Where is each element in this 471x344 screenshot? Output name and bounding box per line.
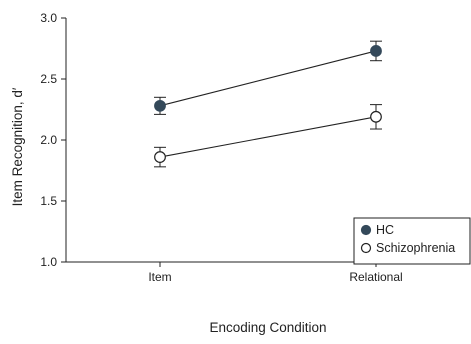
data-point-schizophrenia xyxy=(154,151,166,163)
legend-marker-schizophrenia xyxy=(360,242,372,254)
chart-axes: 1.0 1.5 2.0 2.5 3.0 Item Relational xyxy=(40,11,468,284)
data-point-hc xyxy=(370,45,382,57)
series-schizophrenia xyxy=(154,104,382,168)
y-axis-title: Item Recognition, d′ xyxy=(10,87,25,206)
y-tick-label: 1.5 xyxy=(40,194,57,208)
series-line-schizophrenia xyxy=(159,116,377,158)
chart-marks xyxy=(154,40,382,168)
legend-box xyxy=(353,217,471,265)
x-axis-title: Encoding Condition xyxy=(209,320,326,335)
legend-label-hc: HC xyxy=(376,223,394,237)
y-tick-label: 3.0 xyxy=(40,11,57,25)
y-tick-label: 1.0 xyxy=(40,255,57,269)
legend-marker-hc xyxy=(360,224,372,236)
x-tick-label: Relational xyxy=(349,270,402,284)
series-hc xyxy=(154,40,382,115)
x-tick-label: Item xyxy=(148,270,171,284)
data-point-schizophrenia xyxy=(370,110,382,123)
chart-legend: HC Schizophrenia xyxy=(353,217,471,265)
legend-label-schizophrenia: Schizophrenia xyxy=(376,241,455,255)
y-tick-label: 2.0 xyxy=(40,133,57,147)
y-tick-label: 2.5 xyxy=(40,72,57,86)
data-point-hc xyxy=(154,99,166,112)
series-line-hc xyxy=(159,50,377,107)
